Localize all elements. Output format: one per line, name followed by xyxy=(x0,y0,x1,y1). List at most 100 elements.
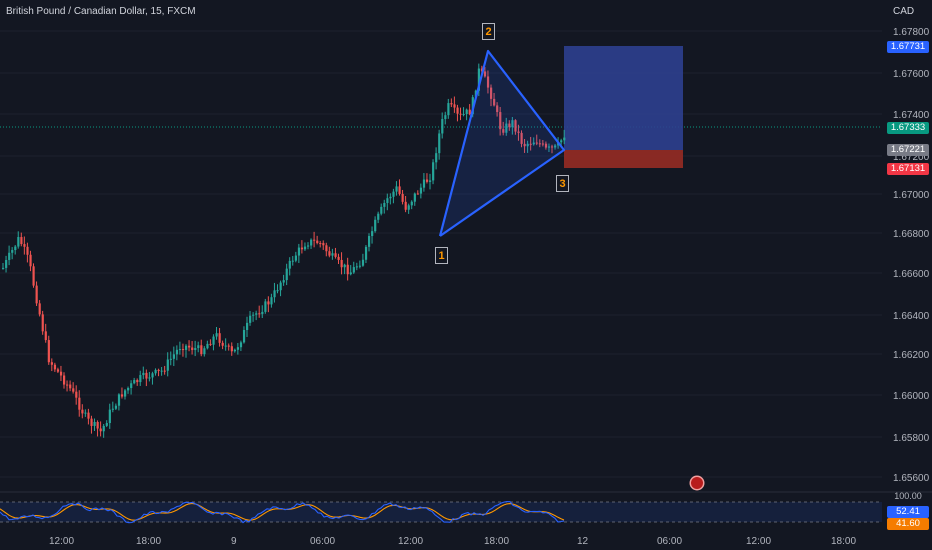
pattern-point-3-label[interactable]: 3 xyxy=(556,175,569,192)
pattern-point-2-label[interactable]: 2 xyxy=(482,23,495,40)
candle xyxy=(108,403,111,429)
candle-body xyxy=(63,375,66,385)
bot-badge-icon[interactable] xyxy=(691,477,703,489)
candle xyxy=(282,274,285,286)
candle-body xyxy=(337,256,340,260)
candle-body xyxy=(282,280,285,283)
candle xyxy=(303,242,307,251)
rsi-line xyxy=(0,500,565,524)
target-zone xyxy=(564,46,683,150)
candle-body xyxy=(133,380,136,384)
candle-body xyxy=(450,103,453,105)
triangle-pattern[interactable] xyxy=(438,49,566,237)
candle xyxy=(316,235,319,245)
candle xyxy=(32,263,35,288)
candle-body xyxy=(395,186,398,192)
candle xyxy=(404,195,407,213)
candle-body xyxy=(200,345,203,355)
candle xyxy=(392,188,395,204)
candle-body xyxy=(319,243,322,245)
candle-body xyxy=(66,384,69,386)
candle xyxy=(145,369,148,387)
candle xyxy=(514,119,517,135)
candle-body xyxy=(181,349,185,351)
candle-body xyxy=(331,253,334,256)
candle xyxy=(44,323,47,343)
candle-body xyxy=(227,345,230,347)
candle xyxy=(84,409,87,417)
time-axis[interactable]: 12:00 18:00 9 06:00 12:00 18:00 12 06:00… xyxy=(49,536,856,547)
candle-body xyxy=(374,219,377,232)
candle-body xyxy=(172,354,175,359)
candle-body xyxy=(532,142,535,145)
candle xyxy=(29,250,32,272)
candle-body xyxy=(328,251,331,256)
candle xyxy=(429,173,432,190)
candle-body xyxy=(496,105,499,113)
candle-body xyxy=(563,137,566,141)
candle xyxy=(551,144,554,154)
candle-body xyxy=(151,373,154,378)
candle xyxy=(255,310,258,321)
price-tick: 1.66400 xyxy=(893,311,930,322)
candle-body xyxy=(529,143,532,145)
candle xyxy=(72,382,75,394)
candle-body xyxy=(273,290,276,298)
candle xyxy=(188,340,191,352)
candle xyxy=(273,282,276,303)
candle-body xyxy=(541,143,545,145)
candle xyxy=(169,351,172,366)
candle-body xyxy=(447,103,450,116)
candle xyxy=(117,393,121,411)
candle-body xyxy=(483,71,487,77)
position-zones[interactable] xyxy=(564,46,683,168)
candle-body xyxy=(468,109,471,115)
candle xyxy=(468,104,471,116)
candle-body xyxy=(499,112,502,130)
candle-body xyxy=(505,123,508,133)
candle-body xyxy=(264,301,267,312)
pattern-point-1-label[interactable]: 1 xyxy=(435,247,448,264)
candle xyxy=(8,245,11,266)
price-tick: 1.66200 xyxy=(893,350,930,361)
candle xyxy=(157,368,160,377)
symbol-title[interactable]: British Pound / Canadian Dollar, 15, FXC… xyxy=(6,6,196,17)
candle xyxy=(38,300,41,317)
candle-body xyxy=(514,120,517,132)
candle-body xyxy=(291,260,294,262)
candle-body xyxy=(547,146,551,148)
candle-body xyxy=(191,347,194,351)
candle-body xyxy=(456,107,459,114)
price-tick: 1.67400 xyxy=(893,110,930,121)
candle xyxy=(456,104,459,122)
candle-body xyxy=(96,421,99,429)
candle-body xyxy=(108,409,111,424)
candle-body xyxy=(508,123,511,128)
currency-label[interactable]: CAD xyxy=(893,6,915,17)
current-price-badge: 1.67333 xyxy=(887,122,929,134)
candle-body xyxy=(438,133,441,154)
candle xyxy=(465,108,468,121)
candle xyxy=(425,173,429,184)
candle-body xyxy=(157,369,160,371)
candle xyxy=(337,253,340,264)
candle xyxy=(181,343,185,357)
candle-body xyxy=(371,231,374,237)
target-price-badge: 1.67731 xyxy=(887,41,929,53)
candle-body xyxy=(11,250,14,253)
candle-body xyxy=(520,132,523,144)
candle-body xyxy=(84,412,87,414)
candle xyxy=(325,242,328,257)
candle xyxy=(172,346,175,367)
candle xyxy=(368,233,371,252)
candle xyxy=(371,226,374,244)
triangle-fill xyxy=(440,51,564,236)
candle-body xyxy=(294,255,297,261)
candle-body xyxy=(401,193,404,202)
price-axis[interactable]: 1.67800 1.67600 1.67400 1.67200 1.67000 … xyxy=(893,27,930,484)
candle xyxy=(105,420,108,428)
candle xyxy=(20,232,23,247)
stop-price-badge: 1.67131 xyxy=(887,163,929,175)
